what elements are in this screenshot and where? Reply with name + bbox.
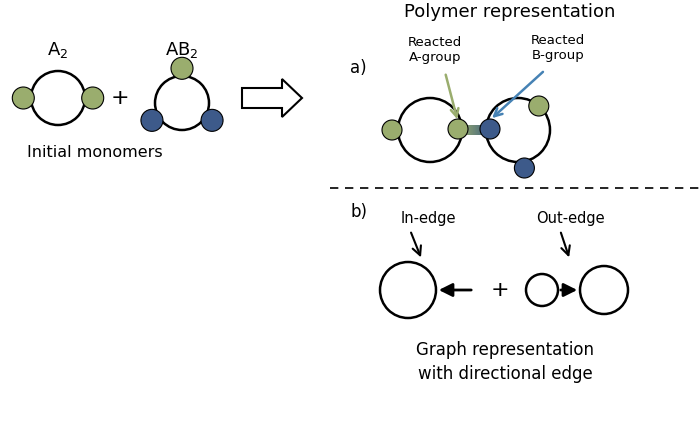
Circle shape	[141, 110, 163, 132]
Circle shape	[486, 98, 550, 162]
Circle shape	[398, 98, 462, 162]
Bar	[484, 125, 486, 135]
Bar	[480, 125, 482, 135]
FancyArrow shape	[242, 79, 302, 117]
Bar	[459, 125, 461, 135]
Text: +: +	[491, 280, 510, 300]
Bar	[466, 125, 468, 135]
Text: b): b)	[350, 203, 367, 221]
Circle shape	[155, 76, 209, 130]
Bar	[478, 125, 480, 135]
Bar	[482, 125, 484, 135]
Circle shape	[526, 274, 558, 306]
Bar	[474, 125, 475, 135]
Bar	[467, 125, 468, 135]
Text: AB$_2$: AB$_2$	[165, 40, 199, 60]
Bar	[485, 125, 486, 135]
Text: Initial monomers: Initial monomers	[27, 144, 163, 160]
Text: Out-edge: Out-edge	[536, 210, 604, 225]
Bar	[479, 125, 480, 135]
Circle shape	[171, 57, 193, 79]
Circle shape	[82, 87, 104, 109]
Bar	[465, 125, 466, 135]
Circle shape	[528, 96, 549, 116]
Circle shape	[448, 119, 468, 139]
Bar	[477, 125, 479, 135]
Circle shape	[580, 266, 628, 314]
Circle shape	[380, 262, 436, 318]
Bar	[488, 125, 489, 135]
Circle shape	[514, 158, 534, 178]
Circle shape	[382, 120, 402, 140]
Bar	[470, 125, 472, 135]
Text: Graph representation
with directional edge: Graph representation with directional ed…	[416, 341, 594, 383]
Text: Polymer representation: Polymer representation	[405, 3, 616, 21]
Bar	[473, 125, 475, 135]
Bar	[476, 125, 477, 135]
Bar	[460, 125, 461, 135]
Bar	[487, 125, 489, 135]
Bar	[483, 125, 484, 135]
Bar	[463, 125, 465, 135]
Bar	[464, 125, 466, 135]
Text: Reacted
A-group: Reacted A-group	[408, 36, 462, 64]
Text: a): a)	[350, 59, 367, 77]
Bar	[481, 125, 482, 135]
Text: +: +	[111, 88, 130, 108]
Bar	[462, 125, 463, 135]
Text: A$_2$: A$_2$	[48, 40, 69, 60]
Circle shape	[480, 119, 500, 139]
Bar	[468, 125, 470, 135]
Circle shape	[31, 71, 85, 125]
Bar	[471, 125, 472, 135]
Text: In-edge: In-edge	[400, 210, 456, 225]
Circle shape	[201, 110, 223, 132]
Circle shape	[13, 87, 34, 109]
Text: Reacted
B-group: Reacted B-group	[531, 34, 585, 62]
Bar	[461, 125, 463, 135]
Bar	[469, 125, 470, 135]
Bar	[486, 125, 487, 135]
Bar	[475, 125, 477, 135]
Bar	[472, 125, 473, 135]
